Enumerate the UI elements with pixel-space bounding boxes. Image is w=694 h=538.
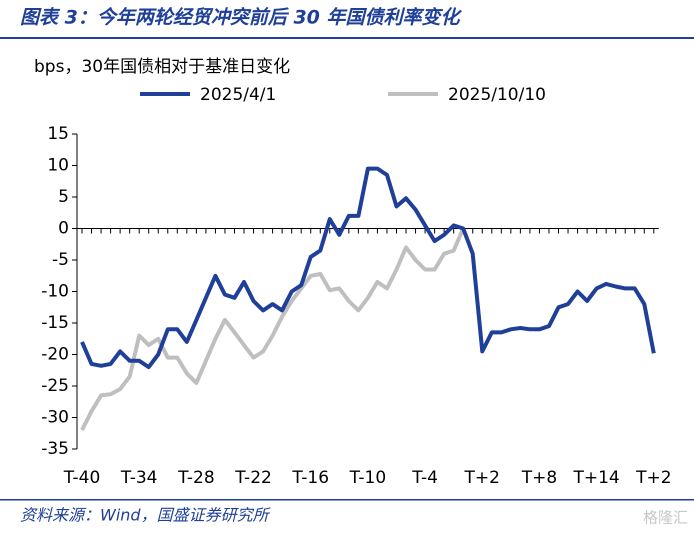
y-tick-label: -5 bbox=[52, 250, 69, 270]
x-tick-label: T-22 bbox=[234, 468, 272, 488]
x-tick-label: T+2 bbox=[464, 468, 500, 488]
watermark: 格隆汇 bbox=[643, 509, 688, 527]
x-tick-label: T-34 bbox=[120, 468, 158, 488]
y-tick-label: -35 bbox=[41, 439, 69, 459]
y-tick-label: -30 bbox=[41, 408, 69, 428]
source-rule bbox=[0, 499, 694, 501]
x-tick-label: T+2 bbox=[635, 468, 671, 488]
y-tick-label: -15 bbox=[41, 313, 69, 333]
x-tick-label: T-16 bbox=[291, 468, 329, 488]
y-tick-label: -10 bbox=[41, 282, 69, 302]
y-axis-label: bps，30年国债相对于基准日变化 bbox=[34, 57, 290, 77]
legend-label: 2025/10/10 bbox=[448, 85, 546, 105]
y-tick-label: -25 bbox=[41, 376, 69, 396]
legend-label: 2025/4/1 bbox=[200, 85, 276, 105]
title-rule bbox=[0, 37, 694, 39]
x-tick-label: T-10 bbox=[349, 468, 387, 488]
y-tick-label: 0 bbox=[58, 219, 69, 239]
x-tick-label: T-28 bbox=[177, 468, 215, 488]
y-tick-label: -20 bbox=[41, 345, 69, 365]
x-tick-label: T+14 bbox=[572, 468, 619, 488]
x-tick-label: T+8 bbox=[521, 468, 557, 488]
x-tick-label: T-4 bbox=[411, 468, 438, 488]
source: 资料来源：Wind，国盛证券研究所 bbox=[20, 506, 272, 525]
x-tick-label: T-40 bbox=[63, 468, 101, 488]
y-tick-label: 5 bbox=[58, 187, 69, 207]
y-tick-label: 10 bbox=[47, 156, 69, 176]
series-line bbox=[80, 227, 466, 431]
series-line bbox=[80, 166, 656, 370]
y-tick-label: 15 bbox=[47, 124, 69, 144]
chart-title: 图表 3：今年两轮经贸冲突前后 30 年国债利率变化 bbox=[20, 7, 463, 29]
